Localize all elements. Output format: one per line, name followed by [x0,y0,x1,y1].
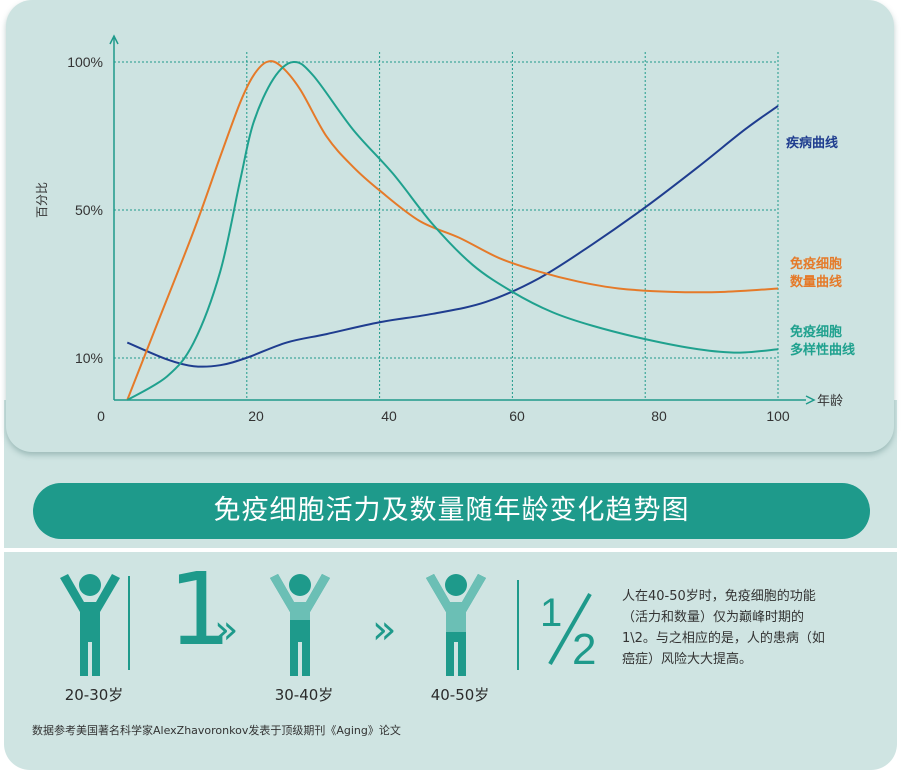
separator [128,576,130,670]
series-line-count [126,60,779,401]
person-icon-half [426,574,486,676]
age-label-40-50: 40-50岁 [430,686,490,704]
x-tick-label: 40 [381,408,397,424]
x-tick-label: 100 [766,408,790,424]
description: 人在40-50岁时，免疫细胞的功能 （活力和数量）仅为巅峰时期的 1\2。与之相… [622,586,854,670]
half-fraction: 1 2 [540,591,596,670]
series-line-disease [126,105,779,368]
x-tick-label: 80 [651,408,667,424]
series-label-diversity: 多样性曲线 [790,342,855,358]
svg-text:2: 2 [572,625,596,670]
series-label-disease: 疾病曲线 [786,135,838,151]
x-tick-label: 20 [248,408,264,424]
source-note: 数据参考美国著名科学家AlexZhavoronkov发表于顶级期刊《Aging》… [32,724,401,737]
series-label-count: 数量曲线 [790,274,842,290]
age-label-20-30: 20-30岁 [64,686,124,704]
series-line-diversity [126,60,779,401]
description-line: （活力和数量）仅为巅峰时期的 [622,610,805,625]
svg-text:1: 1 [540,591,562,635]
series-label-diversity: 免疫细胞 [790,324,842,340]
chevron-right-icon: » [372,607,397,653]
description-line: 人在40-50岁时，免疫细胞的功能 [622,589,816,604]
y-tick-label: 10% [75,350,103,366]
person-icon-full [60,574,120,676]
big-number: 1 [168,551,232,668]
age-label-30-40: 30-40岁 [274,686,334,704]
x-axis-label: 年龄 [817,394,843,409]
description-line: 1\2。与之相应的是，人的患病（如 [622,631,825,646]
x-tick-label: 0 [97,408,105,424]
y-axis-label: 百分比 [35,182,49,218]
separator [517,580,519,670]
person-icon-partial [270,574,330,676]
y-axis-arrow-icon [109,34,119,45]
line-chart: 0 20 40 60 80 100100%50%10%年龄百分比疾病曲线免疫细胞数量曲线免… [35,34,855,424]
chart-title: 免疫细胞活力及数量随年龄变化趋势图 [33,483,870,539]
divider [0,548,901,552]
x-tick-label: 60 [509,408,525,424]
series-label-count: 免疫细胞 [790,256,842,272]
y-tick-label: 100% [67,54,103,70]
description-line: 癌症）风险大大提高。 [622,652,753,667]
y-tick-label: 50% [75,202,103,218]
chevron-right-icon: » [214,607,239,653]
x-axis-arrow-icon [805,395,816,405]
chart-panel: 0 20 40 60 80 100 100% 50% 10% 年龄 百分比 疾病曲线 免疫细胞 数量曲线免… [6,0,894,452]
